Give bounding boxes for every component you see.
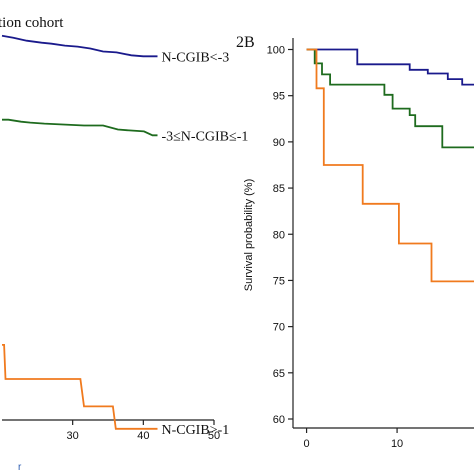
panel-b-y-tick-label: 80 [273, 229, 285, 241]
panel-b-series-line [306, 48, 474, 86]
panel-b-label: 2B [236, 34, 255, 51]
panel-a-title: tion cohort [0, 15, 64, 31]
panel-b-y-tick-label: 75 [273, 275, 285, 287]
panel-b-series-line [306, 48, 474, 149]
panel-b-x-tick-label: 10 [391, 438, 403, 450]
panel-b-y-ticks: 60 65 70 75 80 85 90 95 100 [267, 45, 293, 426]
panel-b-y-tick-label: 100 [267, 45, 285, 57]
panel-b-y-axis-label: Survival probability (%) [243, 179, 255, 291]
panel-b-y-tick-label: 85 [273, 183, 285, 195]
panel-a-series [1, 34, 158, 430]
panel-a-series-line [1, 34, 158, 58]
panel-b-series [306, 48, 474, 283]
panel-b-y-tick-label: 70 [273, 322, 285, 334]
panel-a-corner-fragment: r [18, 462, 22, 473]
panel-b-y-tick-label: 60 [273, 414, 285, 426]
panel-a-x-tick-label: 40 [137, 430, 149, 442]
panel-a-series-label: N-CGIB>-1 [161, 423, 229, 438]
panel-a-series-line [2, 118, 158, 137]
panel-a-series-line [2, 343, 158, 430]
panel-b-y-tick-label: 90 [273, 137, 285, 149]
panel-b-x-ticks: 0 10 [304, 428, 403, 450]
panel-a-x-tick-label: 50 [208, 430, 220, 442]
panel-b: 2B Survival probability (%) 60 65 70 75 80 85… [236, 34, 474, 450]
panel-b-y-tick-label: 65 [273, 368, 285, 380]
panel-a-series-label: N-CGIB<-3 [161, 50, 229, 65]
panel-b-series-line [306, 48, 474, 283]
panel-a-series-labels: N-CGIB<-3 -3≤N-CGIB≤-1 N-CGIB>-1 [161, 50, 248, 437]
panel-b-y-tick-label: 95 [273, 91, 285, 103]
panel-b-x-tick-label: 0 [304, 438, 310, 450]
panel-a-x-ticks: 30 40 50 [67, 420, 220, 442]
panel-a-series-label: -3≤N-CGIB≤-1 [161, 129, 248, 144]
panel-a: tion cohort 30 40 50 N-CGIB<-3 -3≤N-CGIB≤-1… [0, 15, 248, 473]
panel-a-x-tick-label: 30 [67, 430, 79, 442]
